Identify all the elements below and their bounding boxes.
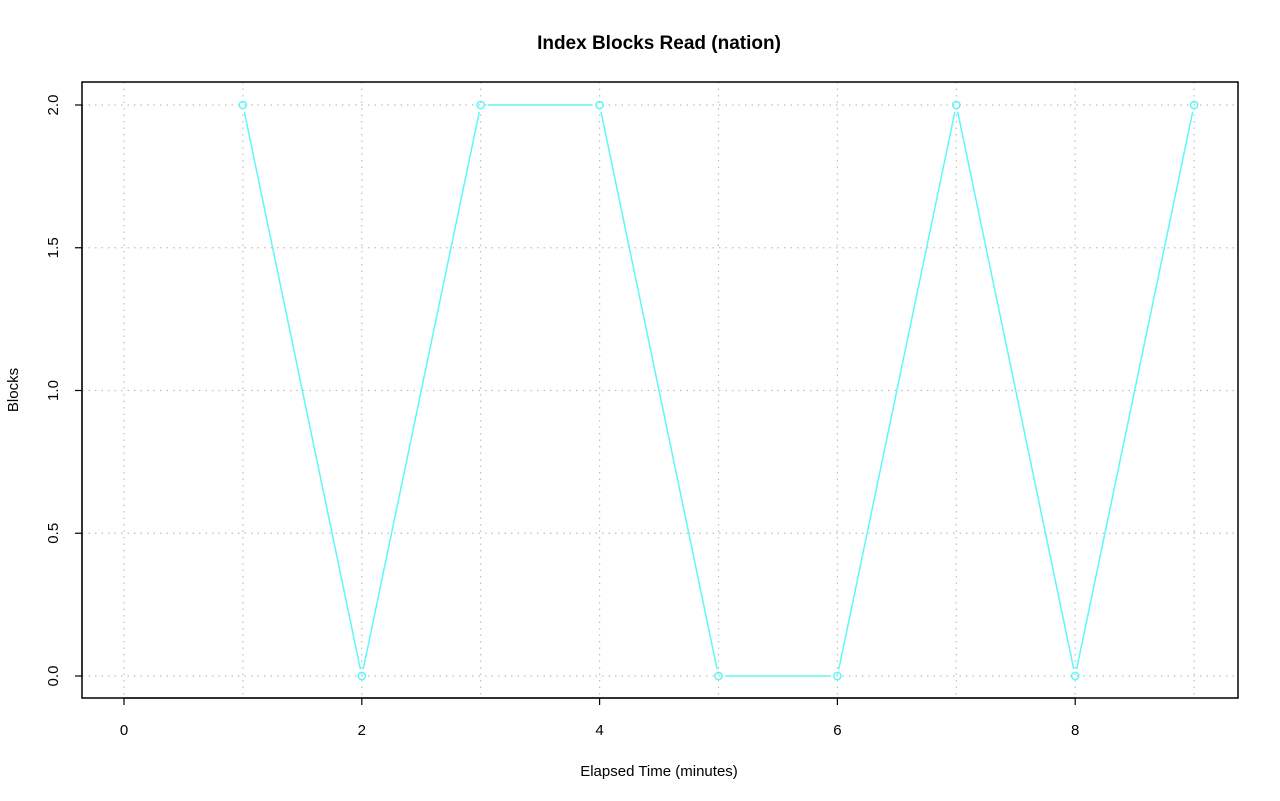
y-tick-label: 0.0	[45, 666, 62, 687]
x-tick-label: 4	[595, 722, 603, 739]
series-layer	[238, 100, 1199, 681]
x-tick-label: 0	[120, 722, 128, 739]
series-segment	[1075, 111, 1194, 670]
y-axis-label: Blocks	[5, 368, 22, 412]
x-axis: 0 2 4 6 8	[120, 697, 1079, 739]
series-segment	[838, 111, 956, 670]
y-axis: 0.0 0.5 1.0 1.5 2.0	[45, 95, 83, 687]
data-point	[595, 100, 604, 110]
x-axis-label: Elapsed Time (minutes)	[580, 763, 738, 780]
y-tick-label: 1.0	[45, 380, 62, 401]
data-point	[238, 100, 248, 110]
y-tick-label: 0.5	[45, 523, 62, 544]
data-point	[476, 100, 486, 110]
data-point	[951, 100, 961, 110]
data-point	[1070, 671, 1080, 681]
data-point	[357, 671, 367, 681]
grid	[82, 82, 1238, 698]
chart-title: Index Blocks Read (nation)	[537, 33, 781, 54]
x-tick-label: 2	[358, 722, 366, 739]
series-segment	[362, 111, 481, 670]
x-tick-label: 8	[1071, 722, 1079, 739]
data-point	[833, 671, 842, 681]
series-segment	[243, 111, 362, 670]
series-segment	[600, 111, 718, 670]
y-tick-label: 1.5	[45, 237, 62, 258]
data-point	[714, 671, 723, 681]
data-point	[1189, 100, 1199, 110]
series-segment	[956, 111, 1075, 670]
x-tick-label: 6	[833, 722, 841, 739]
y-tick-label: 2.0	[45, 95, 62, 116]
